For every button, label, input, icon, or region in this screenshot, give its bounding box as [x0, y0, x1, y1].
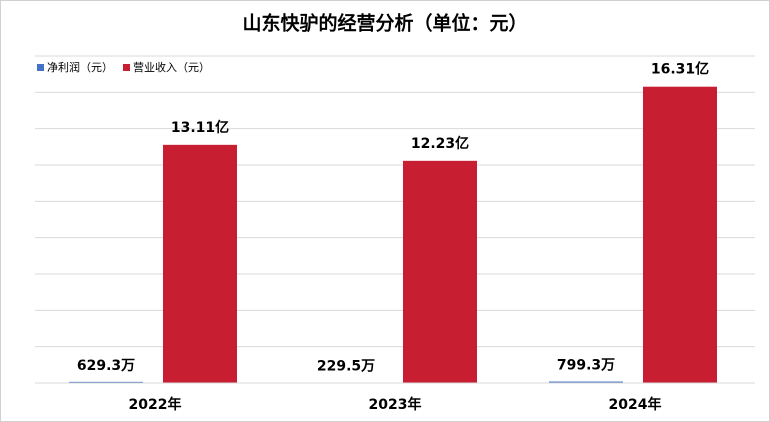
- data-label: 629.3万: [77, 358, 135, 374]
- bar: [643, 86, 717, 384]
- x-tick-label: 2023年: [369, 396, 422, 413]
- legend-label: 净利润（元）: [47, 60, 113, 74]
- chart-title: 山东快驴的经营分析（单位：元）: [242, 12, 527, 35]
- bar: [403, 160, 477, 383]
- data-label: 229.5万: [317, 359, 375, 375]
- legend-label: 营业收入（元）: [133, 60, 210, 74]
- data-label: 799.3万: [557, 358, 615, 374]
- legend-swatch: [37, 64, 44, 71]
- data-label: 16.31亿: [651, 61, 709, 78]
- data-label: 12.23亿: [411, 135, 469, 152]
- x-tick-label: 2024年: [609, 396, 662, 413]
- bar: [163, 144, 237, 383]
- x-tick-label: 2022年: [129, 396, 182, 413]
- data-label: 13.11亿: [171, 119, 229, 136]
- legend-swatch: [123, 64, 130, 71]
- bar: [69, 381, 143, 383]
- bar: [549, 381, 623, 383]
